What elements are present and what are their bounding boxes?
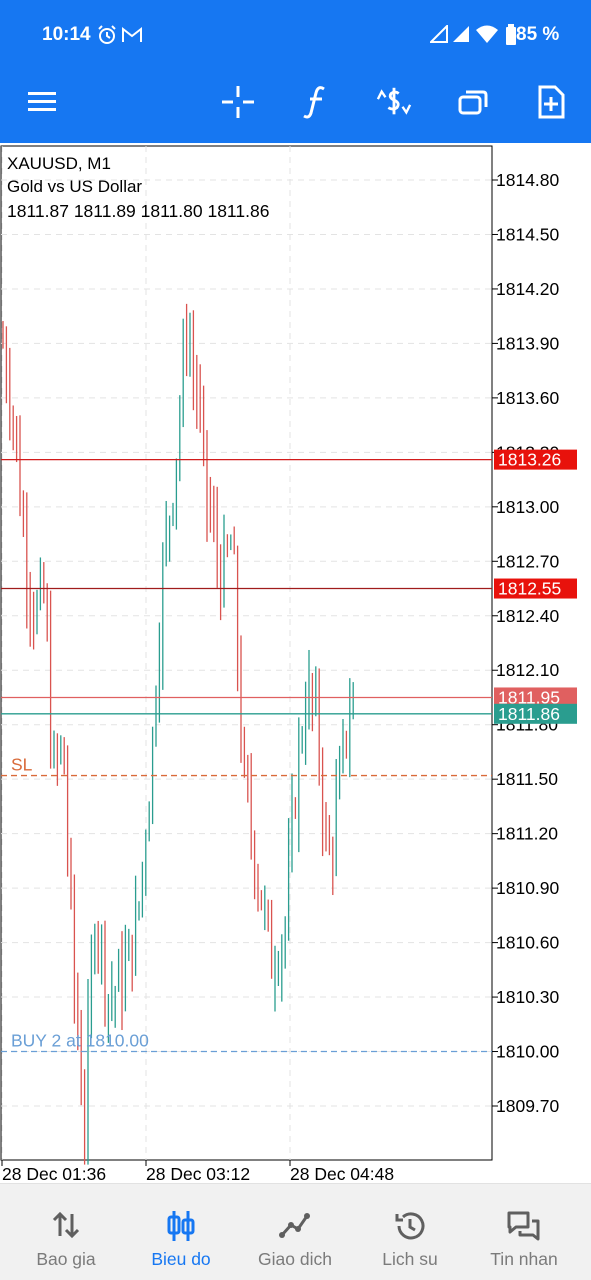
price-badge-1812-55 (494, 578, 577, 599)
bid-price-badge (494, 703, 577, 724)
nav-chart[interactable]: Bieu do (122, 1184, 240, 1280)
menu-button[interactable] (24, 84, 60, 120)
windows-icon (458, 90, 488, 115)
windows-button[interactable] (455, 84, 491, 120)
chart-description: Gold vs US Dollar (7, 177, 143, 196)
indicators-button[interactable] (298, 84, 334, 120)
buy-order-label: BUY 2 at 1810.00 (11, 1031, 149, 1051)
y-tick-label: 1814.20 (496, 279, 560, 299)
chart-ohlc: 1811.87 1811.89 1811.80 1811.86 (7, 201, 270, 221)
nav-label: Bieu do (151, 1249, 211, 1269)
y-tick-label: 1809.70 (496, 1096, 560, 1116)
y-tick-label: 1811.50 (496, 769, 558, 789)
y-tick-label: 1813.60 (496, 388, 560, 408)
plot-frame (0, 145, 493, 1161)
nav-label: Tin nhan (490, 1249, 558, 1269)
messages-icon (465, 1210, 583, 1242)
gmail-icon (122, 26, 142, 49)
y-tick-label: 1812.70 (496, 551, 560, 571)
price-badge-1813-26 (494, 449, 577, 470)
price-badge-1813-26-text: 1813.26 (498, 450, 561, 470)
status-time: 10:14 (42, 24, 91, 45)
battery-level: 85 % (516, 24, 560, 45)
nav-label: Lich su (382, 1249, 438, 1269)
new-order-button[interactable] (533, 84, 569, 120)
trade-line-icon (236, 1210, 354, 1242)
y-tick-label: 1811.20 (496, 824, 558, 844)
history-icon (351, 1210, 469, 1242)
ask-price-badge-text: 1811.95 (498, 687, 560, 707)
price-badge-1812-55-text: 1812.55 (498, 579, 561, 599)
y-tick-label: 1812.10 (496, 660, 560, 680)
trade-dollar-icon (376, 87, 412, 115)
nav-history[interactable]: Lich su (351, 1184, 469, 1280)
ask-price-badge (494, 687, 577, 708)
menu-icon (28, 92, 56, 111)
y-tick-label: 1814.50 (496, 224, 560, 244)
nav-label: Bao gia (36, 1249, 96, 1269)
signal-icon (452, 25, 470, 48)
nav-quotes[interactable]: Bao gia (7, 1184, 125, 1280)
x-tick-label: 28 Dec 04:48 (290, 1164, 394, 1183)
nav-messages[interactable]: Tin nhan (465, 1184, 583, 1280)
signal-icon (428, 23, 448, 48)
y-tick-label: 1810.60 (496, 933, 560, 953)
sl-label: SL (11, 755, 33, 775)
battery-icon (505, 24, 517, 51)
top-bar: 10:14 85 % (0, 0, 591, 143)
crosshair-button[interactable] (220, 84, 256, 120)
chart-candles-icon (122, 1210, 240, 1242)
chart-symbol: XAUUSD, M1 (7, 154, 111, 173)
crosshair-icon (222, 86, 254, 118)
bottom-navigation: Bao gia Bieu do Giao dich Lich su Tin nh… (0, 1183, 591, 1280)
chart-canvas[interactable]: 1814.80 1814.50 1814.20 1813.90 1813.60 1813.… (0, 143, 591, 1183)
y-tick-label: 1814.80 (496, 170, 560, 190)
function-icon (303, 86, 325, 119)
x-tick-label: 28 Dec 03:12 (146, 1164, 250, 1183)
status-bar: 10:14 85 % (0, 0, 591, 70)
y-tick-label: 1810.90 (496, 878, 560, 898)
nav-trade[interactable]: Giao dich (236, 1184, 354, 1280)
y-tick-label: 1813.00 (496, 497, 560, 517)
bid-price-badge-text: 1811.86 (498, 704, 560, 724)
wifi-icon (475, 24, 499, 49)
y-tick-label: 1810.00 (496, 1042, 560, 1062)
price-chart[interactable]: 1814.80 1814.50 1814.20 1813.90 1813.60 1813.… (0, 143, 591, 1183)
alarm-icon (97, 25, 117, 50)
y-tick-label: 1813.90 (496, 333, 560, 353)
y-tick-label: 1810.30 (496, 987, 560, 1007)
x-tick-label: 28 Dec 01:36 (2, 1164, 106, 1183)
trade-button[interactable] (376, 84, 412, 120)
quotes-arrows-icon (7, 1210, 125, 1242)
nav-label: Giao dich (258, 1249, 332, 1269)
new-document-icon (538, 85, 565, 119)
y-tick-label: 1812.40 (496, 606, 560, 626)
